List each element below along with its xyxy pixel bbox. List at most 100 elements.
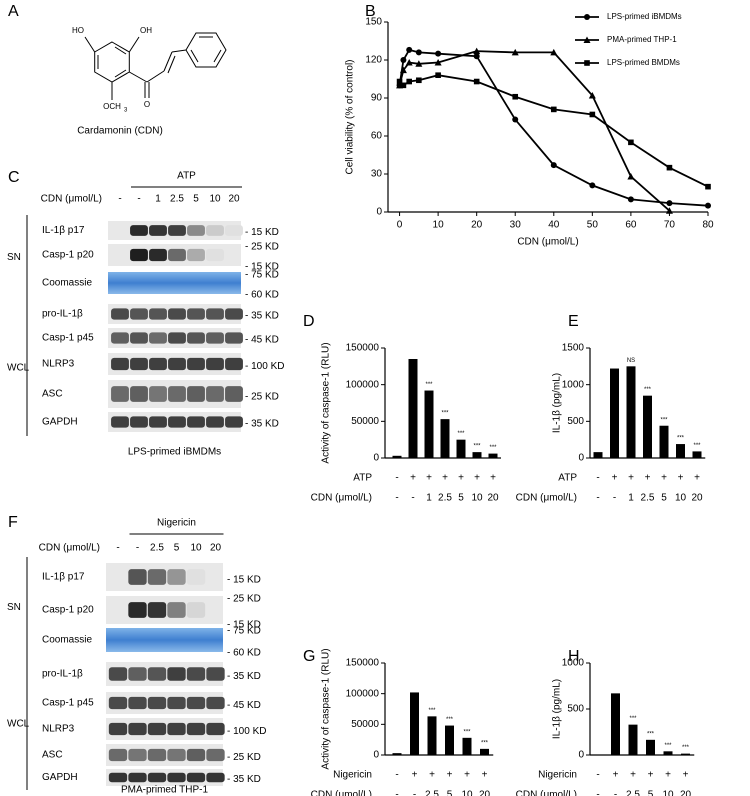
point [628,139,634,146]
blot-band [168,308,186,320]
blot-band [186,722,206,736]
row-label: pro-IL-1β [42,309,83,320]
condition-value: 20 [680,790,692,796]
caption: Cardamonin (CDN) [77,126,163,137]
y-axis-label: IL-1β (pg/mL) [552,373,563,433]
blot-band [130,225,148,236]
lane-label: 2.5 [170,194,184,205]
panel-label: H [568,648,580,665]
blot-band [147,602,167,618]
blot-band [225,332,243,344]
point [400,82,407,89]
row-label: Casp-1 p45 [42,333,94,344]
coomassie-stain [108,272,241,294]
blot-band [206,225,224,236]
blot-band [168,225,186,236]
blot-band [149,332,167,344]
atom: O [144,100,150,109]
y-tick-label: 150000 [346,343,380,354]
group-label: SN [7,252,21,263]
blot-band [147,772,167,783]
condition-value: + [410,473,416,484]
blot-band [147,722,167,736]
blot-band [149,308,167,320]
bar [610,368,619,458]
dose-label: CDN (μmol/L) [39,543,100,554]
size-marker: - 15 KD [227,574,261,585]
bar [440,419,450,458]
blot-band [167,772,186,783]
structure [84,32,227,100]
ring [94,41,130,83]
point [588,91,596,99]
x-tick-label: 0 [397,220,403,231]
blot-band [206,772,225,783]
lane-label: - [118,194,121,205]
size-marker: - 15 KD [245,227,279,238]
y-tick-label: 1000 [562,379,585,390]
condition-value: 2.5 [641,493,655,504]
y-tick-label: 100000 [346,688,380,699]
condition-value: + [694,473,700,484]
condition-value: + [645,473,651,484]
condition-value: 10 [471,493,483,504]
blot-band [187,386,205,402]
y-tick-label: 0 [373,453,379,464]
blot-band [108,696,128,710]
lane-label: 2.5 [150,543,164,554]
bar [462,737,472,755]
lane-label: - [137,194,140,205]
significance: *** [473,444,481,450]
condition-value: 2.5 [626,790,640,796]
y-tick-label: 0 [578,453,584,464]
condition-value: + [482,770,488,781]
condition-value: + [442,473,448,484]
bar [392,753,402,755]
blot-band [147,696,167,710]
point [473,78,480,85]
condition-value: - [413,790,416,796]
blot-band [186,772,206,783]
bond [84,36,96,53]
blot-band [168,332,186,344]
point [399,66,407,74]
blot-band [167,748,186,762]
blot-band [186,602,206,618]
point [473,53,480,60]
row-label: IL-1β p17 [42,572,85,583]
condition-label: CDN (μmol/L) [311,493,372,504]
condition-value: + [683,770,689,781]
row-label: Coomassie [42,635,92,646]
blot-band [186,667,206,681]
group-label: WCL [7,719,30,730]
bar [626,366,636,458]
blot-band [187,332,205,344]
significance: *** [664,743,672,749]
condition-value: 5 [661,493,667,504]
bond [114,69,127,78]
blot-band [149,357,167,371]
size-marker: - 15 KD [227,620,261,631]
size-marker: - 35 KD [245,419,279,430]
lane-label: 5 [193,194,199,205]
ring [185,32,227,68]
legend-marker [583,36,591,43]
significance: *** [677,436,685,442]
condition-value: + [628,473,634,484]
condition-value: 5 [648,790,654,796]
atom: OCH [103,102,121,111]
significance: *** [489,445,497,451]
point [405,59,413,66]
bar [659,425,669,458]
condition-value: + [429,770,435,781]
legend-marker [584,14,590,20]
point [400,57,407,63]
row-label: Casp-1 p20 [42,250,94,261]
row-label: NLRP3 [42,359,75,370]
atom: HO [72,26,84,35]
atom: OH [140,26,152,35]
significance: *** [660,417,668,423]
condition-value: - [596,790,599,796]
blot-band [206,248,224,262]
blot-band [206,386,224,402]
